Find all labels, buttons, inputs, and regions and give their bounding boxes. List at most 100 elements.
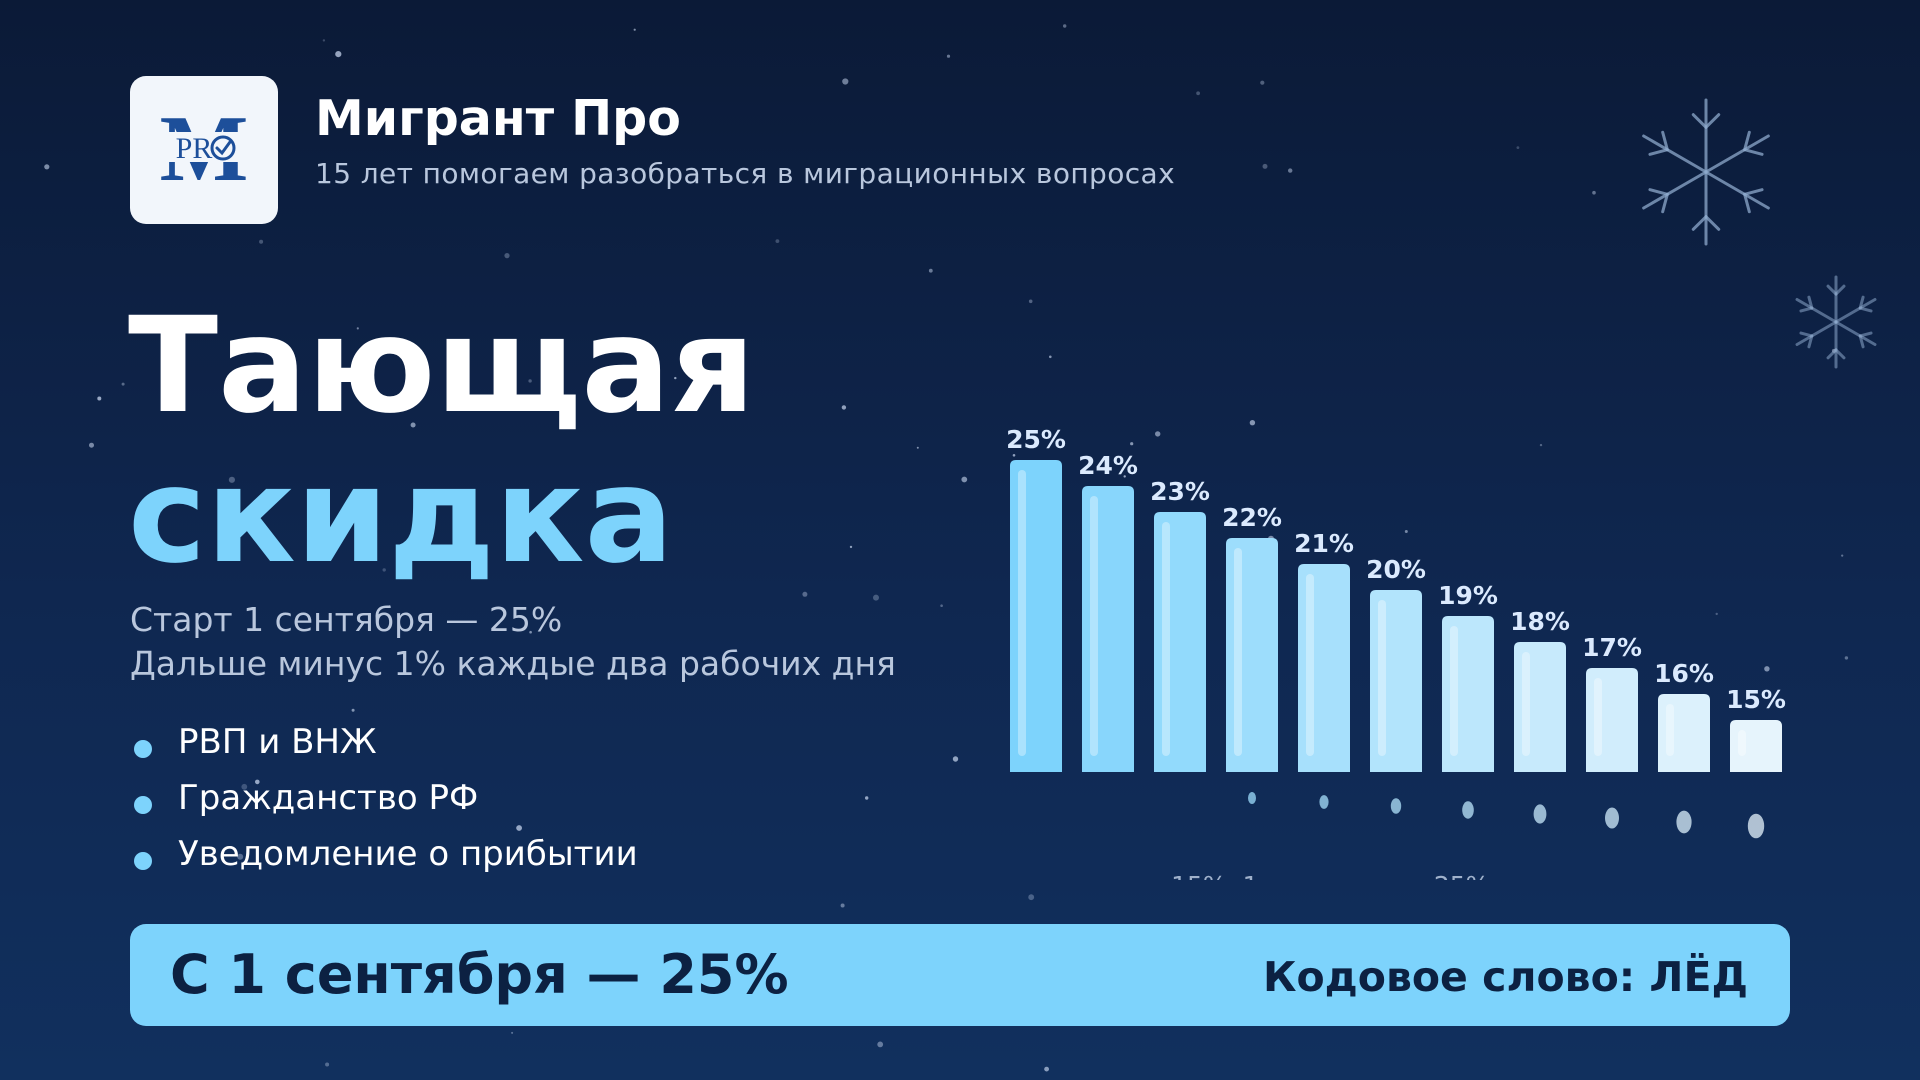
star — [1196, 91, 1200, 96]
star — [928, 268, 933, 273]
bar — [1154, 512, 1206, 772]
bar-value-label: 25% — [1006, 425, 1066, 454]
bar-highlight — [1378, 600, 1386, 756]
bar-value-label: 20% — [1366, 555, 1426, 584]
star — [528, 379, 532, 383]
star — [775, 239, 780, 244]
star — [322, 39, 326, 42]
bar-highlight — [1738, 730, 1746, 756]
footer-code-word: Кодовое слово: ЛЁД — [1262, 953, 1748, 1001]
star — [841, 405, 847, 410]
bar — [1514, 642, 1566, 772]
brand-tagline: 15 лет помогаем разобраться в миграционн… — [315, 157, 1176, 190]
bar-value-label: 19% — [1438, 581, 1498, 610]
star — [633, 28, 636, 31]
checkmark-icon — [210, 135, 236, 161]
star — [1012, 454, 1016, 457]
feature-label: Гражданство РФ — [178, 778, 479, 818]
bar-value-label: 23% — [1150, 477, 1210, 506]
bar-highlight — [1306, 574, 1314, 756]
star — [1715, 612, 1718, 616]
star — [840, 903, 845, 908]
star — [1764, 666, 1770, 672]
star — [1049, 355, 1052, 359]
description-line-1: Старт 1 сентября — 25% — [130, 600, 563, 639]
star — [842, 78, 849, 85]
bar — [1442, 616, 1494, 772]
bar-value-label: 17% — [1582, 633, 1642, 662]
footer-banner: С 1 сентября — 25% Кодовое слово: ЛЁД — [130, 924, 1790, 1026]
bar — [1370, 590, 1422, 772]
star — [237, 853, 244, 860]
star — [44, 164, 50, 170]
bar-highlight — [1522, 652, 1530, 756]
star — [802, 591, 808, 597]
bar-highlight — [1018, 470, 1026, 756]
star — [259, 239, 264, 244]
melt-drop — [1533, 804, 1547, 824]
star — [504, 253, 510, 259]
star — [1516, 146, 1520, 150]
bullet-dot-icon — [134, 796, 152, 814]
bar-value-label: 21% — [1294, 529, 1354, 558]
bar-value-label: 18% — [1510, 607, 1570, 636]
bar — [1730, 720, 1782, 772]
star — [877, 1041, 884, 1048]
melt-drop — [1747, 813, 1765, 839]
star — [1260, 80, 1265, 85]
star — [1249, 420, 1256, 426]
headline-line-2: скидка — [128, 439, 674, 593]
star — [946, 54, 951, 58]
bullet-dot-icon — [134, 740, 152, 758]
star — [241, 783, 248, 790]
star — [865, 796, 869, 800]
feature-label: РВП и ВНЖ — [178, 722, 377, 762]
star — [1262, 163, 1268, 169]
star — [1539, 443, 1543, 447]
star — [940, 604, 943, 607]
star — [97, 396, 102, 401]
bar — [1298, 564, 1350, 772]
star — [410, 422, 416, 428]
bar-value-label: 15% — [1726, 685, 1786, 714]
melt-drop — [1390, 798, 1402, 814]
chart-value-labels: 25% 24% 23% 22% 21% 20% 19% 18% 17% 16% 15% — [1006, 425, 1786, 714]
star — [1123, 475, 1126, 478]
bar — [1658, 694, 1710, 772]
snowflake-icon — [1642, 98, 1770, 246]
star — [1404, 530, 1408, 533]
star — [1844, 656, 1849, 660]
chart-caption: минимум — 15%, 1 числа снова 25% — [1010, 871, 1489, 880]
star — [1592, 190, 1596, 195]
bar-value-label: 16% — [1654, 659, 1714, 688]
snowflake-icon — [1795, 275, 1877, 369]
star — [1028, 299, 1033, 304]
star — [1028, 894, 1035, 901]
brand-name: Мигрант Про — [315, 90, 681, 147]
melt-drop — [1605, 807, 1619, 829]
star — [511, 1031, 514, 1034]
star — [952, 756, 959, 762]
bar-highlight — [1594, 678, 1602, 756]
star — [1063, 24, 1067, 28]
star — [1044, 1066, 1049, 1072]
bar-highlight — [1090, 496, 1098, 756]
star — [325, 1062, 330, 1067]
discount-chart: 25% 24% 23% 22% 21% 20% 19% 18% 17% 16% 15% миниму… — [1006, 425, 1786, 880]
star — [335, 51, 342, 58]
description-line-2: Дальше минус 1% каждые два рабочих дня — [130, 644, 896, 683]
star — [254, 779, 260, 785]
melt-drop — [1462, 801, 1474, 819]
bar — [1586, 668, 1638, 772]
feature-label: Уведомление о прибытии — [178, 834, 638, 874]
bar-value-label: 22% — [1222, 503, 1282, 532]
star — [382, 568, 386, 572]
bar-highlight — [1162, 522, 1170, 756]
star — [356, 327, 359, 330]
star — [121, 382, 125, 386]
star — [1155, 431, 1161, 437]
bar-highlight — [1666, 704, 1674, 756]
melt-drop — [1319, 795, 1329, 809]
star — [228, 476, 235, 483]
